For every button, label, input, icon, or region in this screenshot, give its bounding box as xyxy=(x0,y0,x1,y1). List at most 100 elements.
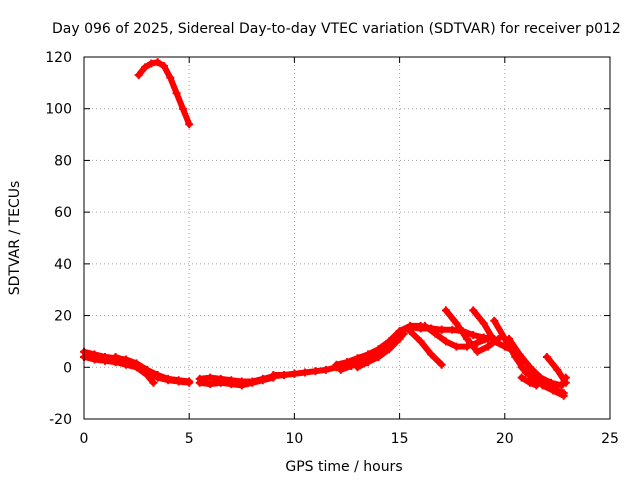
data-point xyxy=(553,365,562,374)
data-traces xyxy=(80,58,570,400)
data-point xyxy=(469,306,478,315)
x-tick-label: 0 xyxy=(80,431,89,447)
data-point xyxy=(517,373,526,382)
data-point xyxy=(416,337,425,346)
data-point xyxy=(490,337,499,346)
x-tick-label: 25 xyxy=(601,431,619,447)
data-point xyxy=(399,329,408,338)
data-point xyxy=(353,363,362,372)
data-point xyxy=(526,363,535,372)
data-point xyxy=(141,63,150,72)
data-point xyxy=(132,361,141,370)
y-tick-label: 80 xyxy=(54,153,72,169)
data-point xyxy=(547,378,556,387)
series-line xyxy=(135,59,193,128)
x-tick-label: 15 xyxy=(391,431,409,447)
data-point xyxy=(321,365,330,374)
data-point xyxy=(515,350,524,359)
data-point xyxy=(427,350,436,359)
data-point xyxy=(431,329,440,338)
data-point xyxy=(532,381,541,390)
data-point xyxy=(528,373,537,382)
data-point xyxy=(149,378,158,387)
data-point xyxy=(452,319,461,328)
data-point xyxy=(248,378,257,387)
data-point xyxy=(216,378,225,387)
data-point xyxy=(332,360,341,369)
data-point xyxy=(364,358,373,367)
data-point xyxy=(441,306,450,315)
data-point xyxy=(437,360,446,369)
data-point xyxy=(153,373,162,382)
data-point xyxy=(374,352,383,361)
data-point xyxy=(153,58,162,67)
data-point xyxy=(111,352,120,361)
data-point xyxy=(172,89,181,98)
data-point xyxy=(206,380,215,389)
data-point xyxy=(90,355,99,364)
data-point xyxy=(174,377,183,386)
data-point xyxy=(561,378,570,387)
data-point xyxy=(195,378,204,387)
x-tick-label: 20 xyxy=(496,431,514,447)
data-point xyxy=(227,380,236,389)
y-tick-label: 40 xyxy=(54,257,72,273)
series-arc-early-high xyxy=(134,58,194,129)
axis-ticks: 0 5 10 15 20 25 -20 0 20 40 60 80 100 120 xyxy=(45,50,619,447)
data-point xyxy=(517,363,526,372)
series-arc-drop-b xyxy=(420,321,492,351)
data-point xyxy=(185,120,194,129)
data-point xyxy=(101,356,110,365)
data-point xyxy=(385,345,394,354)
data-point xyxy=(290,369,299,378)
data-point xyxy=(441,337,450,346)
y-tick-label: 20 xyxy=(54,309,72,325)
y-tick-label: 100 xyxy=(45,102,72,118)
data-point xyxy=(178,104,187,113)
data-point xyxy=(164,376,173,385)
series-arc-drop-c xyxy=(441,306,503,356)
series-arc-late-3 xyxy=(517,363,568,400)
data-point xyxy=(490,316,499,325)
data-point xyxy=(185,378,194,387)
data-point xyxy=(420,321,429,330)
y-tick-label: 120 xyxy=(45,50,72,66)
data-point xyxy=(269,371,278,380)
series-arc-mid-2 xyxy=(195,373,278,390)
series-arc-late-2 xyxy=(505,334,570,390)
data-point xyxy=(462,334,471,343)
y-axis-label: SDTVAR / TECUs xyxy=(7,181,23,296)
series-arc-mid-3 xyxy=(269,363,341,380)
data-point xyxy=(469,330,478,339)
y-tick-label: 60 xyxy=(54,205,72,221)
data-point xyxy=(557,381,566,390)
data-point xyxy=(143,368,152,377)
series-line xyxy=(407,328,445,368)
data-point xyxy=(526,378,535,387)
data-point xyxy=(279,371,288,380)
data-point xyxy=(159,62,168,71)
data-point xyxy=(479,319,488,328)
y-tick-label: 0 xyxy=(63,360,72,376)
data-point xyxy=(505,334,514,343)
data-point xyxy=(542,352,551,361)
x-tick-label: 5 xyxy=(185,431,194,447)
series-arc-late-4 xyxy=(542,352,570,387)
data-point xyxy=(300,368,309,377)
data-point xyxy=(258,376,267,385)
chart-title: Day 096 of 2025, Sidereal Day-to-day VTE… xyxy=(52,21,621,37)
data-point xyxy=(147,59,156,68)
data-point xyxy=(473,338,482,347)
data-point xyxy=(437,325,446,334)
data-point xyxy=(549,386,558,395)
data-point xyxy=(559,391,568,400)
data-point xyxy=(336,365,345,374)
series-arc-drop-a xyxy=(406,327,446,369)
data-point xyxy=(473,347,482,356)
data-point xyxy=(483,342,492,351)
series-arc-late-5 xyxy=(517,373,541,390)
series-arc-rise-3 xyxy=(353,334,404,372)
y-tick-label: -20 xyxy=(49,412,72,428)
x-tick-label: 10 xyxy=(285,431,303,447)
